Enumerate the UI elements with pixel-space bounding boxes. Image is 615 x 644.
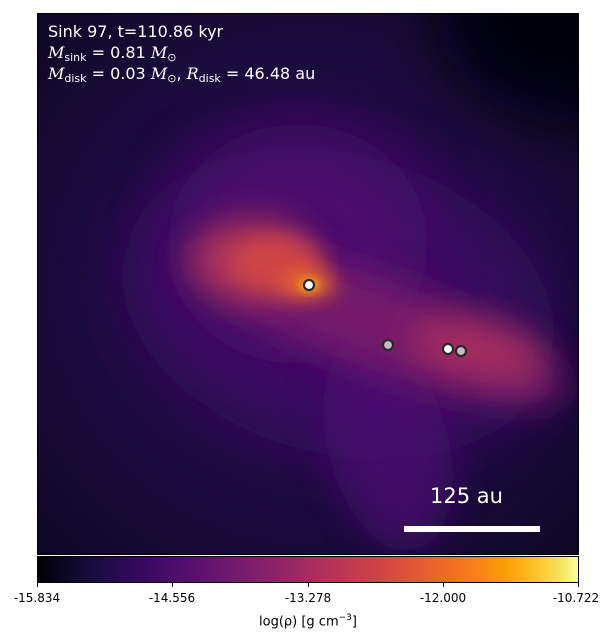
colorbar-label-text: log(ρ) [g cm — [259, 614, 339, 630]
colorbar-tick — [308, 583, 309, 587]
sink-marker — [381, 338, 395, 352]
scale-bar — [404, 526, 540, 532]
sink-markers — [302, 278, 468, 358]
colorbar-label: log(ρ) [g cm−3] — [259, 613, 357, 629]
sink-mass-value: 0.81 — [110, 43, 146, 62]
colorbar-tick — [172, 583, 173, 587]
sink-marker — [454, 344, 468, 358]
colorbar-tick — [578, 583, 579, 587]
colorbar-label-suffix: ] — [351, 614, 357, 630]
density-map — [38, 14, 578, 554]
density-map-panel: Sink 97, t=110.86 kyr Msink = 0.81 M⊙ Md… — [37, 13, 579, 555]
colorbar-label-exponent: −3 — [338, 613, 352, 623]
colorbar-tick-label: -10.722 — [552, 591, 600, 605]
lower-stream — [323, 336, 453, 552]
colorbar-tick-label: -13.278 — [284, 591, 332, 605]
colorbar — [37, 556, 579, 583]
scale-bar-label: 125 au — [430, 484, 503, 508]
colorbar-tick-label: -14.556 — [148, 591, 196, 605]
disk-properties-label: Mdisk = 0.03 M⊙, Rdisk = 46.48 au — [48, 64, 316, 85]
filament-right-knot — [409, 317, 547, 381]
sink-marker — [302, 278, 316, 292]
colorbar-tick-label: -12.000 — [419, 591, 467, 605]
disk-radius-value: 46.48 — [244, 64, 291, 83]
sink-marker — [441, 342, 455, 356]
colorbar-tick-label: -15.834 — [13, 591, 61, 605]
colorbar-tick — [37, 583, 38, 587]
sink-mass-label: Msink = 0.81 M⊙ — [48, 43, 177, 64]
disk-mass-value: 0.03 — [110, 64, 146, 83]
colorbar-tick — [443, 583, 444, 587]
dark-corner — [438, 14, 578, 124]
sink-title: Sink 97, t=110.86 kyr — [48, 22, 224, 41]
